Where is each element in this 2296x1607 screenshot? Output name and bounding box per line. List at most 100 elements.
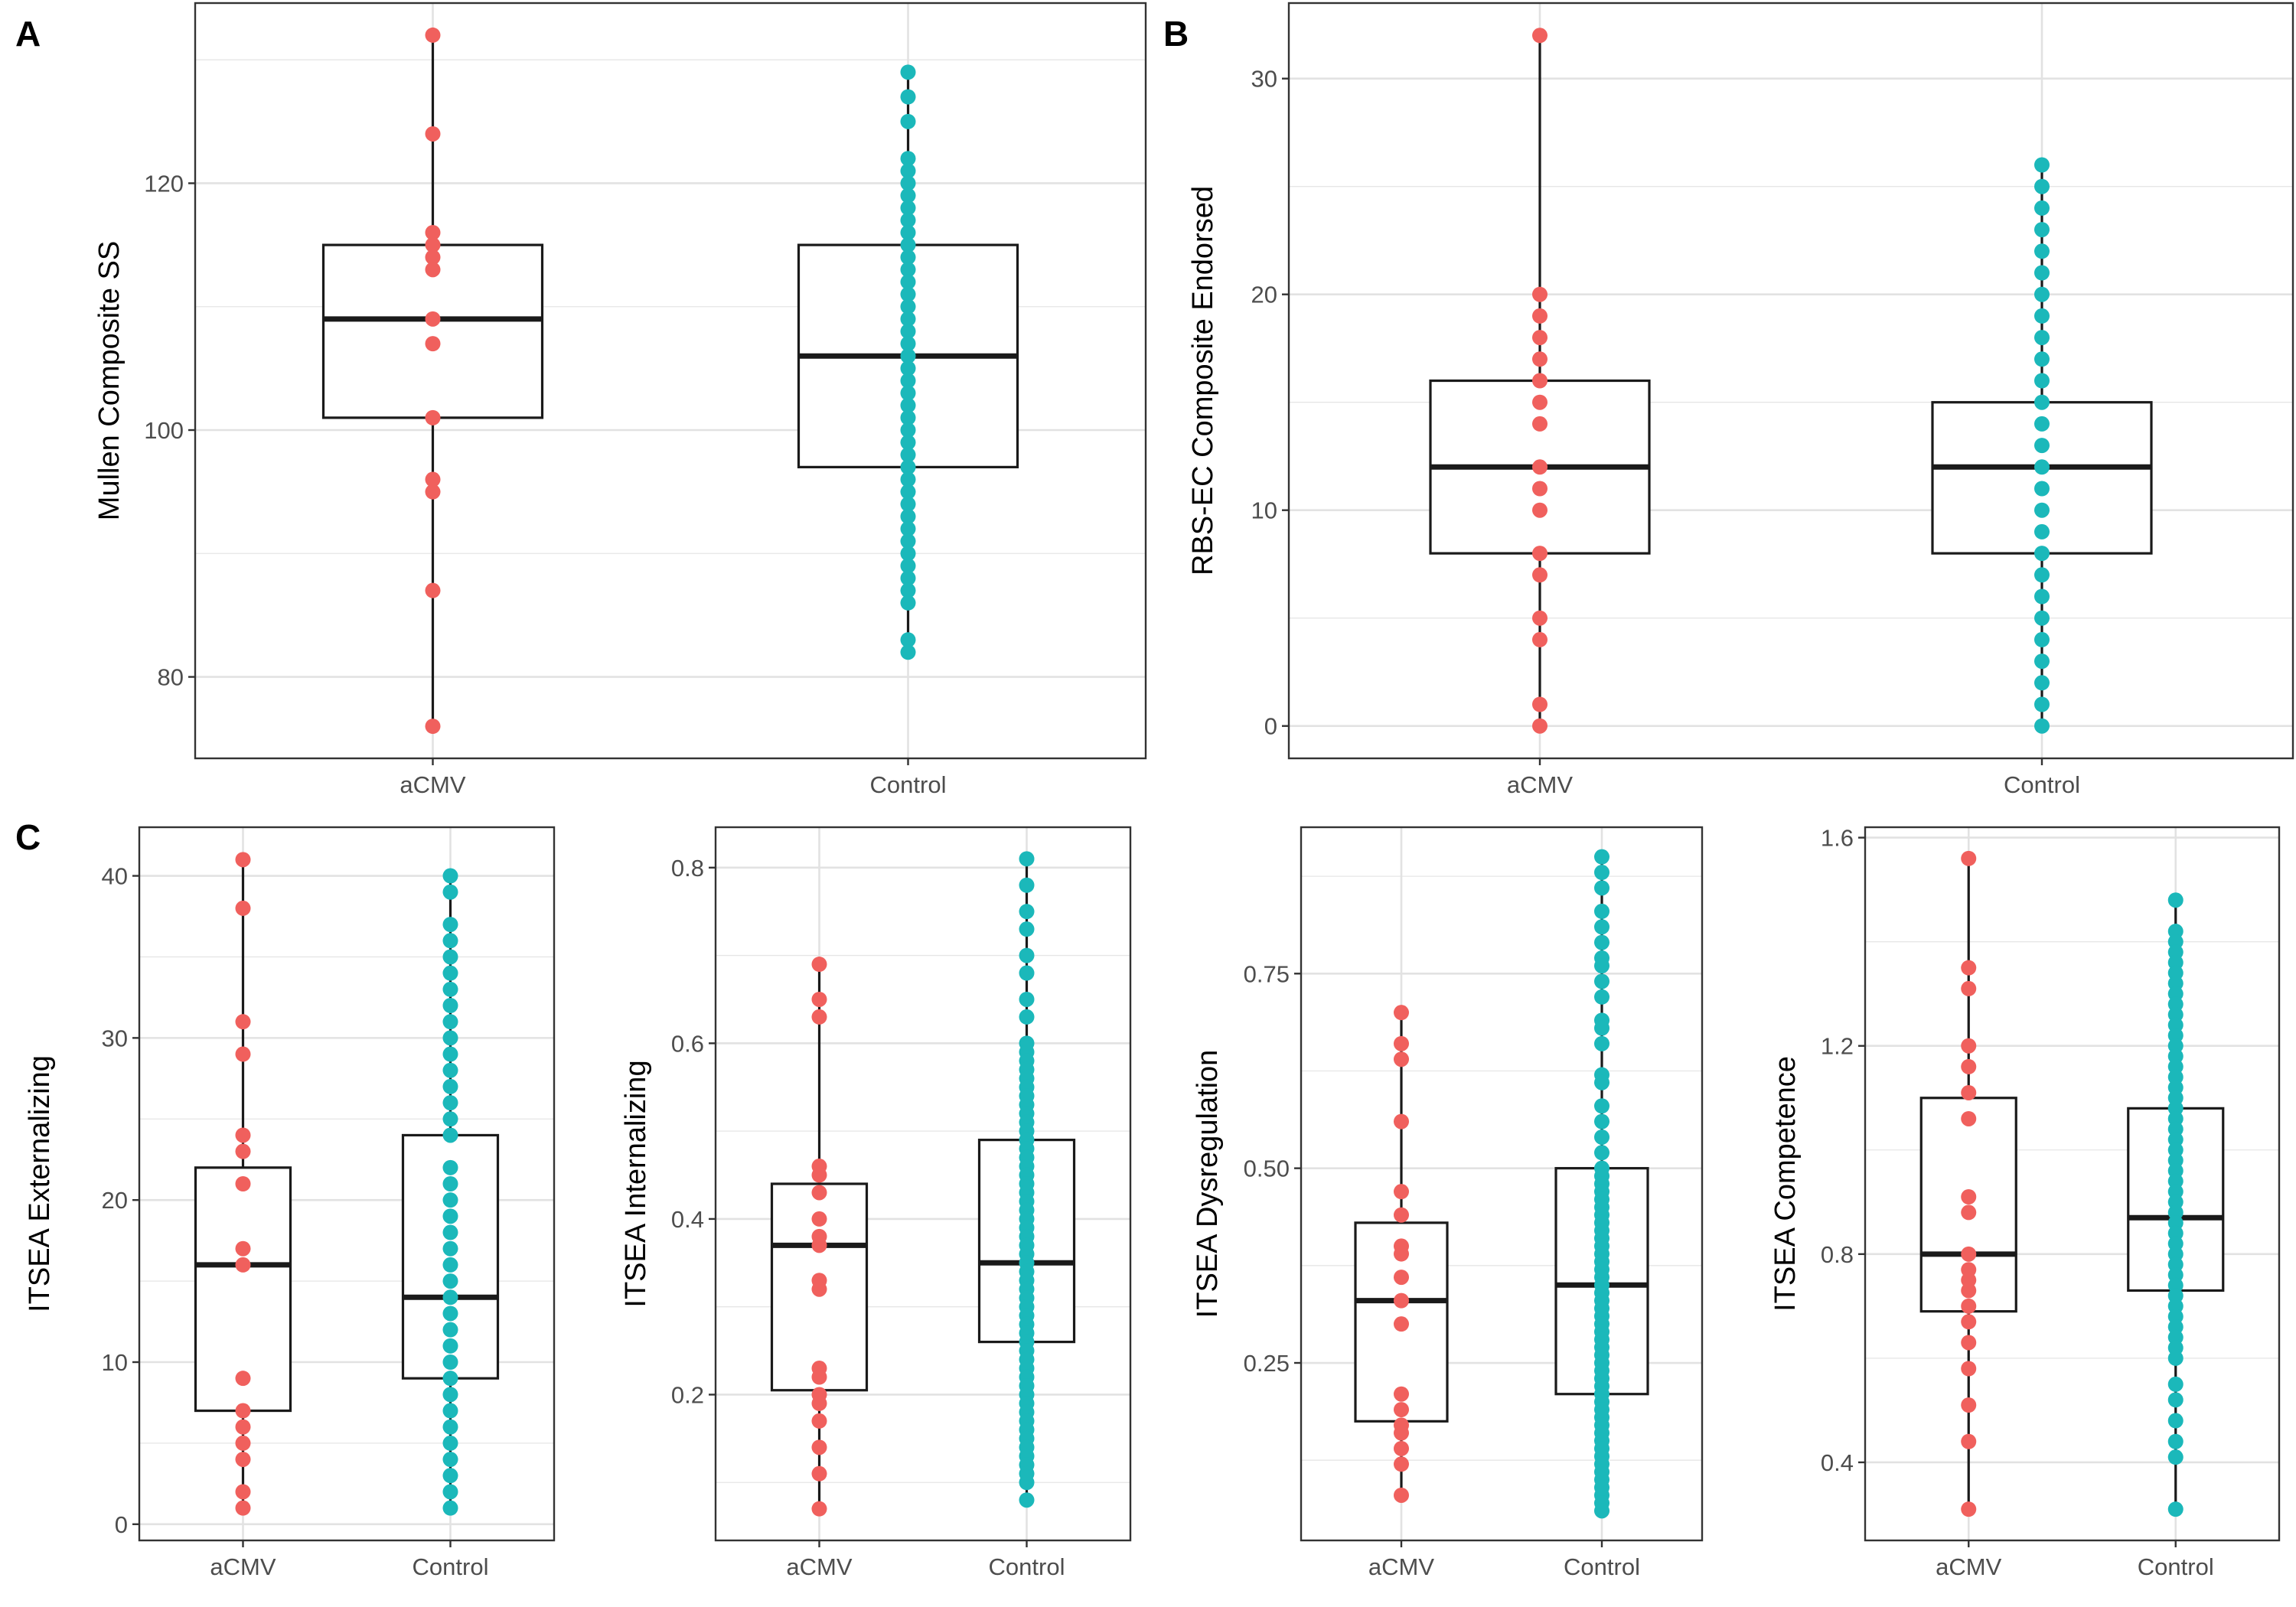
data-point-control xyxy=(442,933,458,949)
data-point-control xyxy=(442,1322,458,1338)
y-tick-label: 0.25 xyxy=(1244,1350,1290,1377)
data-point-control xyxy=(900,113,916,129)
data-point-control xyxy=(1594,973,1609,989)
data-point-control xyxy=(1594,849,1609,865)
y-tick-label: 30 xyxy=(102,1025,128,1051)
data-point-acmv xyxy=(811,1395,827,1411)
data-point-acmv xyxy=(1961,1314,1977,1330)
data-point-control xyxy=(900,484,916,500)
data-point-control xyxy=(1019,904,1035,920)
data-point-control xyxy=(900,249,916,266)
data-point-control xyxy=(900,409,916,425)
data-point-control xyxy=(900,570,916,586)
data-point-acmv xyxy=(1394,1246,1409,1262)
data-point-control xyxy=(2167,1449,2183,1465)
y-tick-label: 10 xyxy=(1251,497,1277,524)
data-point-control xyxy=(1594,958,1609,974)
data-point-control xyxy=(442,1240,458,1257)
x-tick-label: aCMV xyxy=(210,1553,276,1580)
data-point-control xyxy=(1594,865,1609,881)
data-point-control xyxy=(442,917,458,933)
y-tick-label: 30 xyxy=(1251,66,1277,93)
data-point-control xyxy=(900,151,916,167)
y-tick-label: 40 xyxy=(102,863,128,890)
data-point-control xyxy=(442,998,458,1013)
data-point-control xyxy=(2034,351,2050,367)
data-point-acmv xyxy=(1532,631,1548,647)
data-point-acmv xyxy=(1532,330,1548,346)
data-point-control xyxy=(2034,416,2050,432)
data-point-control xyxy=(2034,286,2050,302)
data-point-control xyxy=(2167,1376,2183,1392)
data-point-acmv xyxy=(1532,502,1548,518)
data-point-acmv xyxy=(235,1046,251,1062)
data-point-acmv xyxy=(1394,1207,1409,1223)
data-point-control xyxy=(900,521,916,537)
data-point-control xyxy=(900,385,916,401)
y-tick-label: 0.4 xyxy=(1821,1449,1854,1476)
data-point-control xyxy=(900,422,916,438)
data-point-control xyxy=(900,187,916,204)
data-point-control xyxy=(442,1371,458,1387)
data-point-acmv xyxy=(1532,416,1548,432)
data-point-control xyxy=(1594,1113,1609,1129)
data-point-acmv xyxy=(1394,1270,1409,1286)
data-point-control xyxy=(442,1435,458,1451)
data-point-control xyxy=(1594,934,1609,950)
data-point-acmv xyxy=(1394,1386,1409,1402)
data-point-control xyxy=(442,1078,458,1094)
data-point-acmv xyxy=(1961,1298,1977,1314)
data-point-acmv xyxy=(1532,394,1548,410)
data-point-control xyxy=(2034,438,2050,454)
data-point-control xyxy=(1594,1129,1609,1145)
data-point-control xyxy=(2034,373,2050,389)
data-point-acmv xyxy=(235,1500,251,1516)
data-point-acmv xyxy=(811,1211,827,1227)
data-point-control xyxy=(442,884,458,900)
y-axis-title: ITSEA Competence xyxy=(1769,1056,1802,1312)
y-tick-label: 0.8 xyxy=(1821,1241,1854,1268)
data-point-control xyxy=(900,632,916,648)
data-point-control xyxy=(442,1046,458,1062)
data-point-control xyxy=(2034,243,2050,259)
data-point-acmv xyxy=(1394,1113,1409,1129)
data-point-acmv xyxy=(1394,1005,1409,1021)
data-point-control xyxy=(900,447,916,463)
y-tick-label: 0.6 xyxy=(671,1030,704,1057)
data-point-acmv xyxy=(811,1465,827,1482)
data-point-control xyxy=(442,1176,458,1191)
y-axis-title: ITSEA Dysregulation xyxy=(1192,1050,1224,1319)
x-tick-label: Control xyxy=(2138,1553,2214,1580)
data-point-acmv xyxy=(1961,1335,1977,1351)
data-point-control xyxy=(2034,308,2050,324)
chart-panel-c3: 0.25 0.50 0.75 aCMV Control ITSEA Dysregulati… xyxy=(1192,826,1704,1580)
data-point-control xyxy=(1019,991,1035,1007)
data-point-control xyxy=(442,1273,458,1289)
x-tick-label: Control xyxy=(413,1553,489,1580)
data-point-acmv xyxy=(1532,718,1548,734)
data-point-control xyxy=(2034,200,2050,216)
x-tick-label: aCMV xyxy=(1368,1553,1434,1580)
data-point-control xyxy=(900,496,916,512)
data-point-control xyxy=(1019,947,1035,963)
data-point-control xyxy=(2034,588,2050,605)
plot-frame xyxy=(194,2,1147,760)
y-tick-label: 0 xyxy=(1264,713,1277,740)
chart-panel-b: 0 10 20 30 aCMV Control RBS-EC Composite Endor… xyxy=(1187,2,2294,798)
data-point-acmv xyxy=(235,1143,251,1159)
data-point-acmv xyxy=(1961,1084,1977,1100)
data-point-control xyxy=(442,1257,458,1273)
data-point-control xyxy=(900,175,916,191)
data-point-acmv xyxy=(235,852,251,868)
data-point-control xyxy=(2034,222,2050,238)
y-axis-title: Mullen Composite SS xyxy=(93,241,126,520)
data-point-acmv xyxy=(425,237,441,253)
data-point-acmv xyxy=(1961,1283,1977,1299)
data-point-control xyxy=(442,1095,458,1111)
data-point-control xyxy=(442,1289,458,1305)
data-point-acmv xyxy=(1394,1440,1409,1456)
data-point-control xyxy=(900,360,916,376)
data-point-acmv xyxy=(235,1435,251,1451)
data-point-acmv xyxy=(1961,1058,1977,1074)
data-point-acmv xyxy=(1394,1487,1409,1503)
